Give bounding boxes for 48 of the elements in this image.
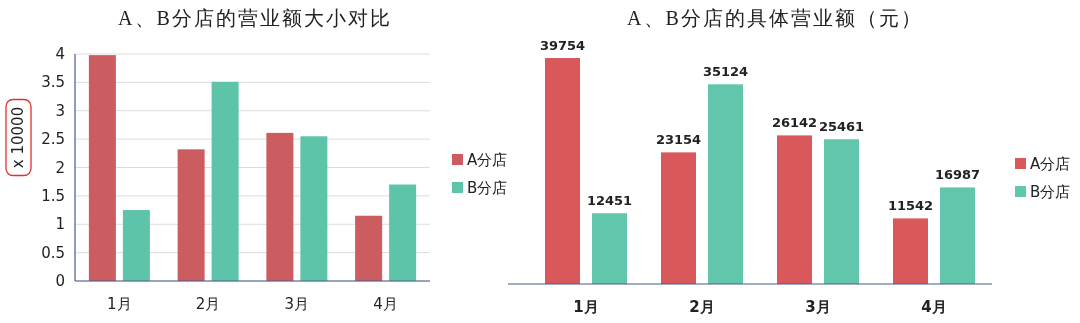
data-label: 25461 (818, 119, 865, 135)
y-tick-label: 4 (55, 45, 65, 63)
y-tick-label: 3.5 (41, 73, 65, 92)
y-tick-label: 2 (55, 158, 65, 177)
bar (661, 152, 696, 284)
x-tick-label: 4月 (921, 298, 947, 316)
bar (266, 132, 294, 281)
y-tick-label: 0.5 (41, 243, 65, 262)
bar (88, 55, 116, 281)
legend-label: A分店 (1030, 155, 1071, 173)
data-label: 23154 (655, 132, 702, 148)
bar (177, 149, 205, 281)
bar (940, 187, 975, 284)
x-tick-label: 3月 (284, 295, 310, 313)
legend-label: B分店 (1030, 183, 1071, 201)
bar (824, 139, 859, 284)
y-tick-label: 1 (55, 215, 65, 234)
legend-label: B分店 (467, 179, 508, 197)
y-tick-label: 0 (55, 272, 65, 290)
bar (708, 84, 743, 284)
bar (545, 58, 580, 284)
x-tick-label: 1月 (573, 298, 599, 316)
legend-label: A分店 (467, 151, 508, 169)
chart-title: A、B分店的具体营业额（元） (627, 7, 923, 29)
data-label: 35124 (702, 64, 749, 80)
bar (592, 213, 627, 284)
x-tick-label: 4月 (373, 295, 398, 313)
x-tick-label: 1月 (107, 295, 132, 313)
y-tick-label: 3 (55, 101, 65, 120)
data-label: 12451 (586, 193, 633, 209)
y-tick-label: 2.5 (41, 130, 65, 149)
bar (389, 184, 417, 281)
bar (777, 135, 812, 284)
data-label: 39754 (539, 38, 586, 53)
x-tick-label: 2月 (195, 295, 221, 313)
bar (211, 81, 239, 281)
y-tick-label: 1.5 (41, 186, 65, 205)
data-label: 11542 (887, 198, 934, 214)
y-axis-title: x 10000 (9, 106, 27, 169)
bar (355, 215, 383, 281)
data-label: 26142 (771, 115, 818, 131)
x-tick-label: 3月 (805, 298, 831, 316)
x-tick-label: 2月 (689, 298, 715, 316)
data-label: 16987 (934, 167, 981, 183)
chart-title: A、B分店的营业额大小对比 (118, 7, 392, 29)
bar (300, 136, 328, 281)
bar (122, 210, 150, 281)
bar (893, 218, 928, 284)
